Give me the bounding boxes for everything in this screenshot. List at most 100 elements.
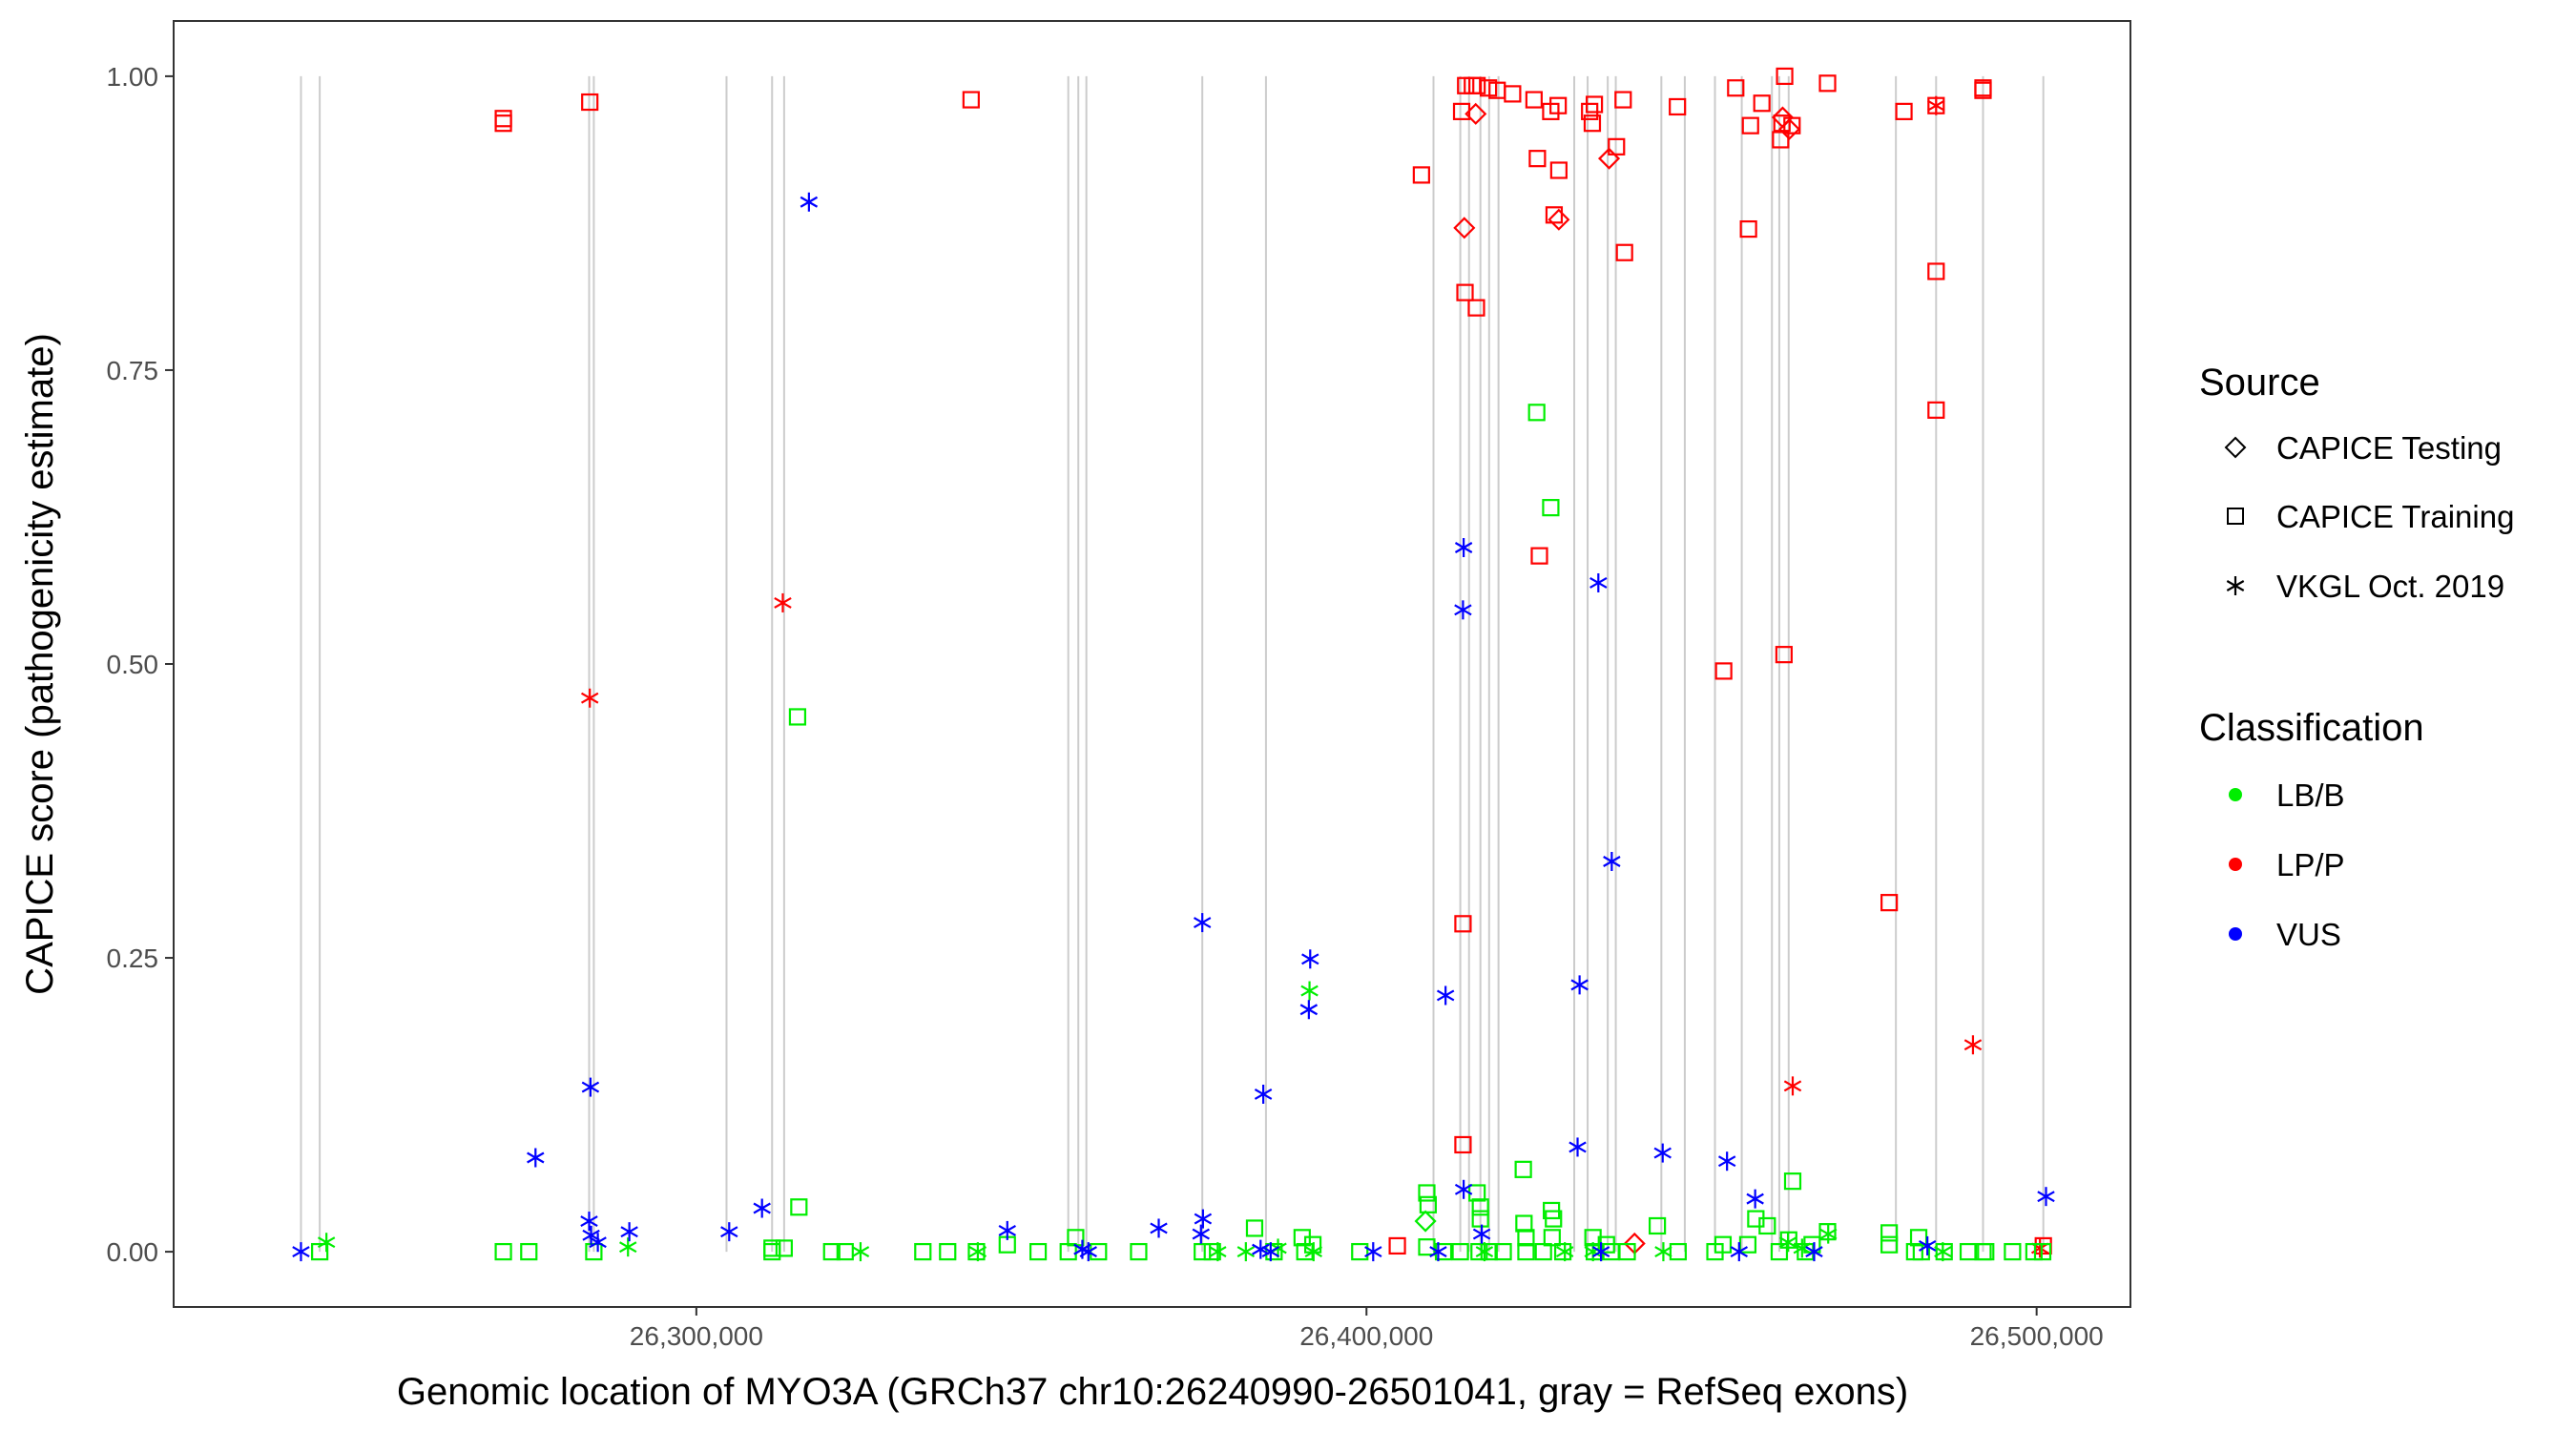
data-point-square [1528,150,1547,168]
data-point-asterisk [1783,1076,1802,1096]
legend-label-vkgl: VKGL Oct. 2019 [2276,569,2504,604]
data-point-asterisk [1364,1242,1382,1262]
data-point-square [1770,1242,1789,1261]
data-point-asterisk [1653,1143,1672,1163]
data-point-square [1471,1198,1489,1216]
data-point-square [1553,1242,1572,1261]
data-point-square [1514,1160,1532,1178]
y-tick-label: 0.25 [107,944,159,973]
data-point-square [1581,102,1599,120]
legend-item-vus: VUS [2229,917,2341,952]
y-axis-title: CAPICE score (pathogenicity estimate) [19,333,61,995]
data-point-square [1418,1184,1436,1202]
data-point-square [1615,243,1633,261]
data-point-square [494,1242,512,1261]
data-point-square [1527,404,1546,422]
data-point-square [1418,1238,1436,1256]
data-point-asterisk [1454,1179,1473,1199]
data-point-asterisk [1436,985,1455,1006]
data-point-asterisk [1429,1242,1447,1262]
data-point-diamond [1465,102,1487,125]
data-point-asterisk [1301,949,1319,969]
data-point-square [1534,1242,1552,1261]
data-point-square [1935,1242,1953,1261]
data-point-square [962,91,980,109]
data-point-asterisk [1717,1151,1736,1172]
legend-title-classification: Classification [2199,707,2424,749]
data-point-square [1530,547,1548,565]
y-tick-label: 0.75 [107,356,159,385]
data-point-asterisk [1300,981,1319,1001]
legend-label-lpp: LP/P [2276,847,2345,882]
data-point-asterisk [1236,1242,1256,1262]
data-point-square [1977,1242,1995,1261]
data-point-square [520,1242,538,1261]
data-point-asterisk [998,1220,1016,1240]
data-point-square [1090,1242,1108,1261]
data-point-square [1028,1242,1048,1261]
data-point-square [1456,283,1474,301]
legend-item-vkgl: VKGL Oct. 2019 [2226,569,2504,604]
data-point-square [1515,1214,1533,1233]
data-point-asterisk [1192,1224,1210,1244]
x-tick-label: 26,500,000 [1970,1321,2104,1351]
x-axis-title: Genomic location of MYO3A (GRCh37 chr10:… [397,1371,1908,1413]
data-point-square [1194,1242,1212,1261]
data-point-square [1880,1235,1899,1254]
data-point-asterisk [720,1222,738,1242]
data-point-square [1669,97,1687,116]
legend-label-lbb: LB/B [2276,778,2345,813]
data-point-square [967,1242,986,1261]
data-point-square [1480,1242,1498,1261]
data-point-square [1517,1229,1535,1247]
data-point-square [1880,894,1899,912]
data-point-square [1727,79,1745,97]
data-point-asterisk [1150,1218,1168,1238]
data-point-square [790,1198,808,1216]
data-point-square [1783,1172,1802,1191]
x-tick-label: 26,300,000 [630,1321,763,1351]
data-point-square [1468,76,1486,94]
data-point-square [914,1242,932,1261]
red-dot-icon [2229,858,2242,871]
data-point-square [1525,91,1543,109]
data-point-square [1388,1236,1406,1255]
data-point-square [1753,94,1771,113]
data-point-square [1741,116,1759,135]
data-point-square [2025,1242,2043,1261]
data-point-asterisk [1475,1242,1494,1262]
data-point-asterisk [1927,95,1945,115]
data-point-asterisk [1918,1235,1937,1255]
y-tick-label: 0.00 [107,1237,159,1267]
y-tick-label: 0.50 [107,650,159,679]
data-point-square [1517,1242,1535,1261]
data-point-square [1467,299,1485,317]
data-point-asterisk [582,1225,600,1245]
data-point-square [1545,206,1564,224]
data-point-asterisk [1254,1084,1273,1104]
data-point-square [1494,1242,1512,1261]
asterisk-icon [2226,576,2245,595]
data-point-asterisk [1603,852,1621,872]
data-point-asterisk [1963,1035,1983,1055]
data-point-square [788,708,807,726]
data-point-square [1974,79,1992,97]
legend-item-lbb: LB/B [2229,778,2345,813]
data-point-square [1880,1224,1899,1242]
data-point-asterisk [1209,1242,1227,1262]
data-point-asterisk [800,192,819,212]
data-point-square [836,1242,854,1261]
green-dot-icon [2229,788,2242,801]
data-point-square [1419,1195,1437,1213]
exon-lines [300,75,2045,1253]
data-point-asterisk [1654,1242,1672,1262]
data-point-square [1818,74,1837,93]
legend-item-capice-training: CAPICE Training [2227,499,2514,534]
data-point-asterisk [774,592,792,612]
data-point-square [1669,1242,1687,1261]
data-point-asterisk [317,1233,336,1253]
legend: Source CAPICE Testing CAPICE Training VK… [2199,362,2514,952]
data-point-diamond [1453,217,1476,239]
y-tick-label: 1.00 [107,62,159,92]
data-point-asterisk [1454,538,1473,558]
